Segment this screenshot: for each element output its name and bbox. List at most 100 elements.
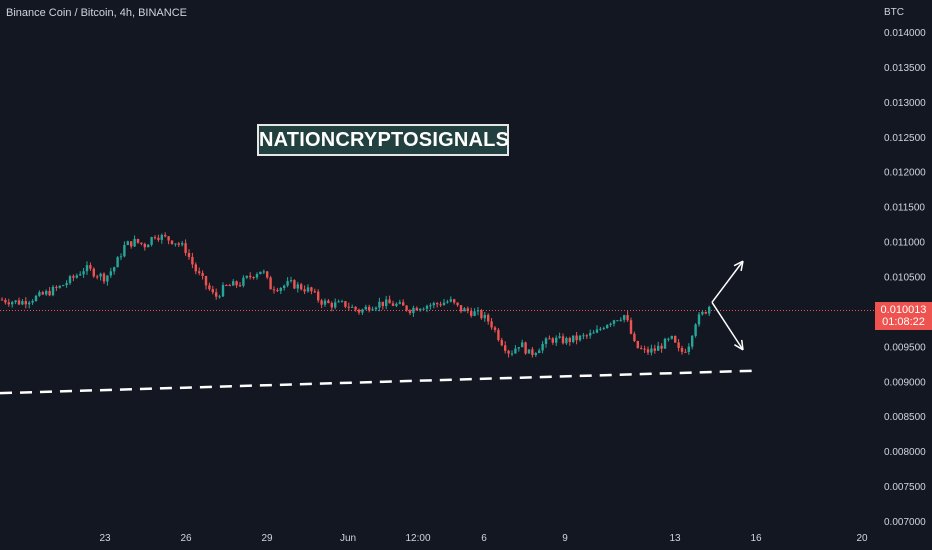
- candle-body: [422, 308, 425, 310]
- currency-label: BTC: [884, 7, 904, 18]
- candles-layer: [0, 232, 711, 358]
- candle-body: [51, 286, 55, 296]
- candle-body: [704, 311, 707, 314]
- candle-body: [555, 337, 558, 343]
- candle-body: [119, 256, 123, 258]
- candle-body: [225, 284, 228, 286]
- projection-arrows[interactable]: [711, 260, 744, 351]
- candle-body: [327, 300, 330, 303]
- candle-body: [45, 290, 48, 295]
- bar-countdown: 01:08:22: [882, 316, 925, 328]
- candle-body: [507, 350, 510, 354]
- candle-body: [694, 324, 697, 336]
- candle-body: [184, 243, 187, 253]
- candle-body: [283, 285, 286, 288]
- candle-body: [41, 292, 44, 295]
- candle-body: [211, 289, 214, 293]
- candle-body: [11, 302, 14, 305]
- watermark-label: NATIONCRYPTOSIGNALS: [257, 124, 509, 156]
- candle-body: [276, 290, 279, 292]
- candle-body: [320, 300, 323, 305]
- last-price-value: 0.010013: [880, 304, 927, 316]
- candle-body: [310, 287, 313, 292]
- candle-body: [96, 276, 99, 278]
- support-trendline[interactable]: [0, 369, 753, 395]
- candle-body: [136, 238, 140, 243]
- candle-body: [293, 280, 296, 289]
- x-tick-label: 16: [750, 533, 762, 544]
- y-tick-label: 0.008000: [884, 447, 926, 458]
- candle-body: [218, 296, 221, 298]
- candle-body: [123, 244, 126, 257]
- candle-body: [85, 265, 89, 272]
- candle-body: [109, 271, 112, 276]
- candle-body: [449, 299, 452, 302]
- candle-body: [551, 338, 554, 343]
- candle-body: [561, 336, 565, 344]
- candle-body: [517, 347, 520, 349]
- candle-body: [527, 349, 531, 354]
- x-tick-label: 6: [481, 533, 487, 544]
- arrow-shaft: [711, 301, 744, 351]
- x-tick-label: 9: [562, 533, 568, 544]
- candle-body: [351, 306, 354, 308]
- candle-body: [629, 320, 633, 334]
- candle-body: [381, 301, 384, 307]
- candle-body: [255, 274, 259, 278]
- candle-body: [456, 302, 459, 306]
- candle-body: [194, 264, 197, 272]
- candle-body: [374, 307, 378, 310]
- last-price-tag: 0.010013 01:08:22: [875, 302, 932, 330]
- candle-body: [204, 276, 208, 286]
- candle-body: [140, 242, 143, 244]
- candle-body: [21, 301, 24, 305]
- candle-body: [388, 299, 391, 304]
- x-tick-label: 12:00: [405, 533, 430, 544]
- candle-body: [510, 353, 514, 355]
- y-tick-label: 0.014000: [884, 28, 926, 39]
- candle-body: [286, 281, 289, 286]
- candle-body: [660, 345, 663, 349]
- candle-body: [589, 333, 592, 336]
- candle-body: [446, 301, 449, 303]
- candle-body: [541, 344, 544, 351]
- candle-body: [272, 289, 276, 291]
- candle-body: [313, 291, 316, 293]
- candle-body: [667, 338, 670, 340]
- candle-body: [674, 335, 677, 343]
- candle-body: [24, 301, 27, 305]
- candle-body: [677, 342, 680, 349]
- y-tick-label: 0.007000: [884, 517, 926, 528]
- candle-body: [626, 315, 629, 321]
- candle-body: [65, 283, 68, 286]
- candle-body: [606, 324, 609, 329]
- candle-body: [262, 271, 265, 273]
- candle-body: [228, 285, 231, 287]
- candle-body: [684, 351, 687, 353]
- candle-body: [181, 243, 184, 245]
- candle-body: [99, 273, 102, 277]
- y-tick-label: 0.013500: [884, 63, 926, 74]
- symbol-title[interactable]: Binance Coin / Bitcoin, 4h, BINANCE: [6, 7, 187, 19]
- candle-body: [463, 308, 466, 312]
- candle-body: [653, 348, 656, 351]
- candle-body: [408, 310, 412, 314]
- candle-body: [126, 241, 129, 245]
- candle-body: [436, 303, 439, 305]
- candle-body: [31, 300, 34, 303]
- candle-body: [242, 277, 245, 286]
- candle-body: [575, 335, 578, 341]
- candle-body: [89, 265, 92, 269]
- time-axis[interactable]: 23 26 29 Jun 12:00 6 9 13 16 20: [99, 533, 868, 544]
- candle-body: [650, 348, 653, 353]
- candle-body: [62, 285, 65, 287]
- candle-body: [215, 292, 218, 297]
- x-tick-label: 26: [180, 533, 192, 544]
- candle-body: [72, 276, 75, 278]
- candle-body: [252, 277, 255, 279]
- arrow-head: [733, 260, 744, 267]
- candle-body: [174, 243, 177, 245]
- candle-body: [167, 236, 170, 241]
- candle-body: [402, 302, 405, 306]
